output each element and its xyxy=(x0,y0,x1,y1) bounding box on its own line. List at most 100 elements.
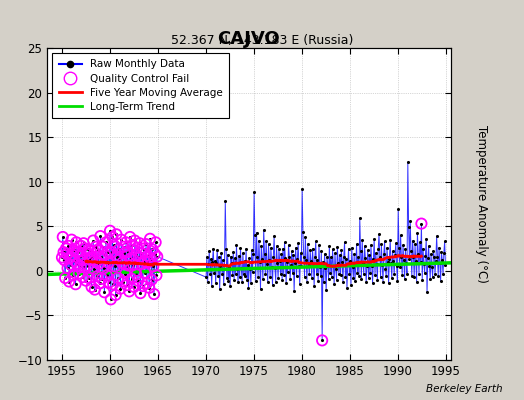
Point xyxy=(204,260,213,267)
Point xyxy=(135,240,144,246)
Point xyxy=(305,271,313,278)
Point xyxy=(381,266,389,272)
Point xyxy=(101,252,110,258)
Point xyxy=(441,262,450,268)
Point xyxy=(106,296,115,302)
Point xyxy=(118,278,127,285)
Point xyxy=(107,249,116,255)
Point xyxy=(75,252,84,259)
Point xyxy=(132,252,140,258)
Point xyxy=(364,247,372,254)
Point xyxy=(415,271,423,278)
Point xyxy=(322,287,330,294)
Point xyxy=(98,276,106,282)
Point xyxy=(93,273,101,280)
Point xyxy=(293,256,301,262)
Point xyxy=(272,243,281,249)
Point xyxy=(111,263,119,270)
Point xyxy=(150,291,158,297)
Point xyxy=(88,254,96,261)
Point xyxy=(103,249,112,255)
Point xyxy=(441,238,449,245)
Point xyxy=(124,262,133,269)
Point xyxy=(243,276,251,283)
Point xyxy=(385,280,393,286)
Point xyxy=(335,252,344,258)
Point xyxy=(275,246,283,253)
Point xyxy=(107,249,116,255)
Point xyxy=(208,259,216,265)
Point xyxy=(218,270,226,277)
Point xyxy=(237,265,245,271)
Point xyxy=(250,189,258,196)
Point xyxy=(373,276,381,283)
Point xyxy=(235,252,243,259)
Point xyxy=(111,263,119,270)
Point xyxy=(254,274,263,280)
Point xyxy=(291,244,300,251)
Point xyxy=(351,278,359,284)
Point xyxy=(106,296,115,302)
Point xyxy=(258,256,266,262)
Point xyxy=(92,259,101,265)
Point xyxy=(383,244,391,251)
Point xyxy=(279,245,287,252)
Point xyxy=(90,266,98,272)
Point xyxy=(150,251,159,257)
Point xyxy=(65,278,73,285)
Point xyxy=(81,245,90,252)
Point xyxy=(317,248,325,254)
Point xyxy=(233,266,242,272)
Point xyxy=(118,260,126,266)
Point xyxy=(61,275,69,281)
Point xyxy=(80,264,89,270)
Point xyxy=(312,238,320,245)
Point xyxy=(347,244,356,251)
Point xyxy=(241,273,249,280)
Point xyxy=(150,291,158,297)
Point xyxy=(347,282,355,288)
Point xyxy=(216,262,225,269)
Point xyxy=(266,274,274,280)
Point xyxy=(250,232,259,238)
Point xyxy=(142,241,150,247)
Point xyxy=(83,262,92,269)
Point xyxy=(323,253,331,260)
Point xyxy=(104,260,113,266)
Point xyxy=(134,278,142,284)
Point xyxy=(139,283,147,289)
Point xyxy=(223,275,231,281)
Point xyxy=(277,251,286,257)
Point xyxy=(66,254,74,261)
Point xyxy=(99,244,107,250)
Point xyxy=(152,272,161,278)
Point xyxy=(379,278,387,285)
Point xyxy=(318,337,326,344)
Point xyxy=(407,248,415,254)
Point xyxy=(76,263,84,270)
Point xyxy=(140,258,149,264)
Point xyxy=(286,276,294,282)
Point xyxy=(301,234,310,240)
Point xyxy=(133,244,141,251)
Point xyxy=(121,270,129,277)
Point xyxy=(349,275,357,281)
Point xyxy=(356,215,364,222)
Point xyxy=(412,258,420,264)
Point xyxy=(130,284,138,290)
Point xyxy=(379,251,388,257)
Point xyxy=(110,242,118,248)
Point xyxy=(401,246,410,253)
Point xyxy=(122,239,130,246)
Point xyxy=(211,258,219,264)
Point xyxy=(282,280,290,286)
Point xyxy=(108,234,117,240)
Point xyxy=(361,255,369,262)
Point xyxy=(257,243,266,249)
Point xyxy=(313,257,322,263)
Point xyxy=(267,244,275,251)
Point xyxy=(65,278,73,285)
Point xyxy=(397,254,406,261)
Point xyxy=(386,236,395,243)
Point xyxy=(120,250,128,256)
